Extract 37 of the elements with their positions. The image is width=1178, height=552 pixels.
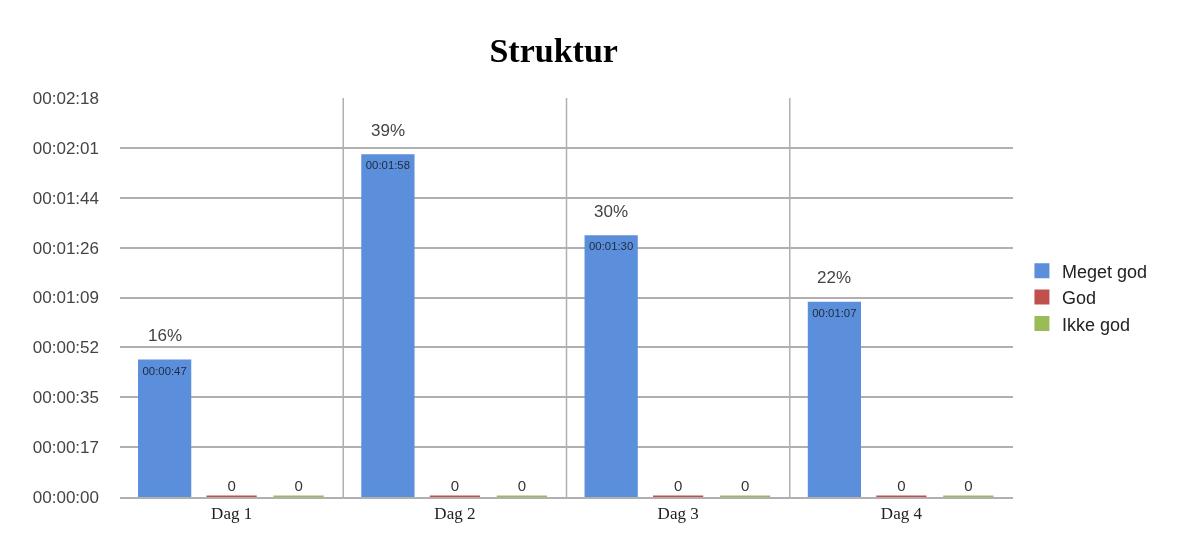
y-tick-label: 00:02:18	[32, 88, 99, 108]
data-label: 0	[673, 477, 683, 494]
y-tick-label: 00:00:35	[32, 388, 99, 408]
data-label: 0	[227, 477, 236, 494]
y-tick-label: 00:00:00	[32, 487, 99, 507]
x-tick-label: Dag 4	[880, 504, 923, 524]
data-label: 0	[517, 477, 527, 494]
y-tick-label: 00:00:17	[32, 438, 99, 458]
y-tick-label: 00:01:44	[32, 188, 99, 208]
data-label: 00:00:47	[142, 364, 187, 377]
x-tick-label: Dag 2	[434, 504, 476, 524]
annotation: 16%	[148, 326, 183, 345]
y-tick-label: 00:02:01	[32, 138, 99, 158]
data-label: 0	[450, 477, 460, 494]
bar	[361, 154, 415, 497]
data-label: 0	[897, 477, 906, 494]
legend-label: Meget god	[1061, 261, 1147, 282]
annotation: 30%	[594, 202, 629, 221]
annotation: 39%	[371, 121, 406, 140]
y-tick-label: 00:01:26	[32, 238, 99, 258]
bar	[807, 301, 862, 497]
data-label: 00:01:07	[812, 306, 857, 319]
bar	[584, 235, 638, 497]
data-label: 0	[964, 477, 973, 494]
legend-label: God	[1061, 288, 1096, 309]
annotation: 22%	[817, 268, 852, 287]
x-tick-label: Dag 3	[657, 504, 699, 524]
data-label: 00:01:58	[365, 159, 411, 172]
data-label: 00:01:30	[589, 240, 634, 253]
bar	[138, 359, 192, 497]
y-tick-label: 00:00:52	[32, 338, 99, 358]
y-tick-label: 00:01:09	[32, 288, 99, 308]
legend-label: Ikke god	[1061, 314, 1130, 335]
x-tick-label: Dag 1	[211, 504, 253, 524]
data-label: 0	[740, 477, 750, 494]
data-label: 0	[294, 477, 303, 494]
chart-title: Struktur	[489, 32, 618, 70]
